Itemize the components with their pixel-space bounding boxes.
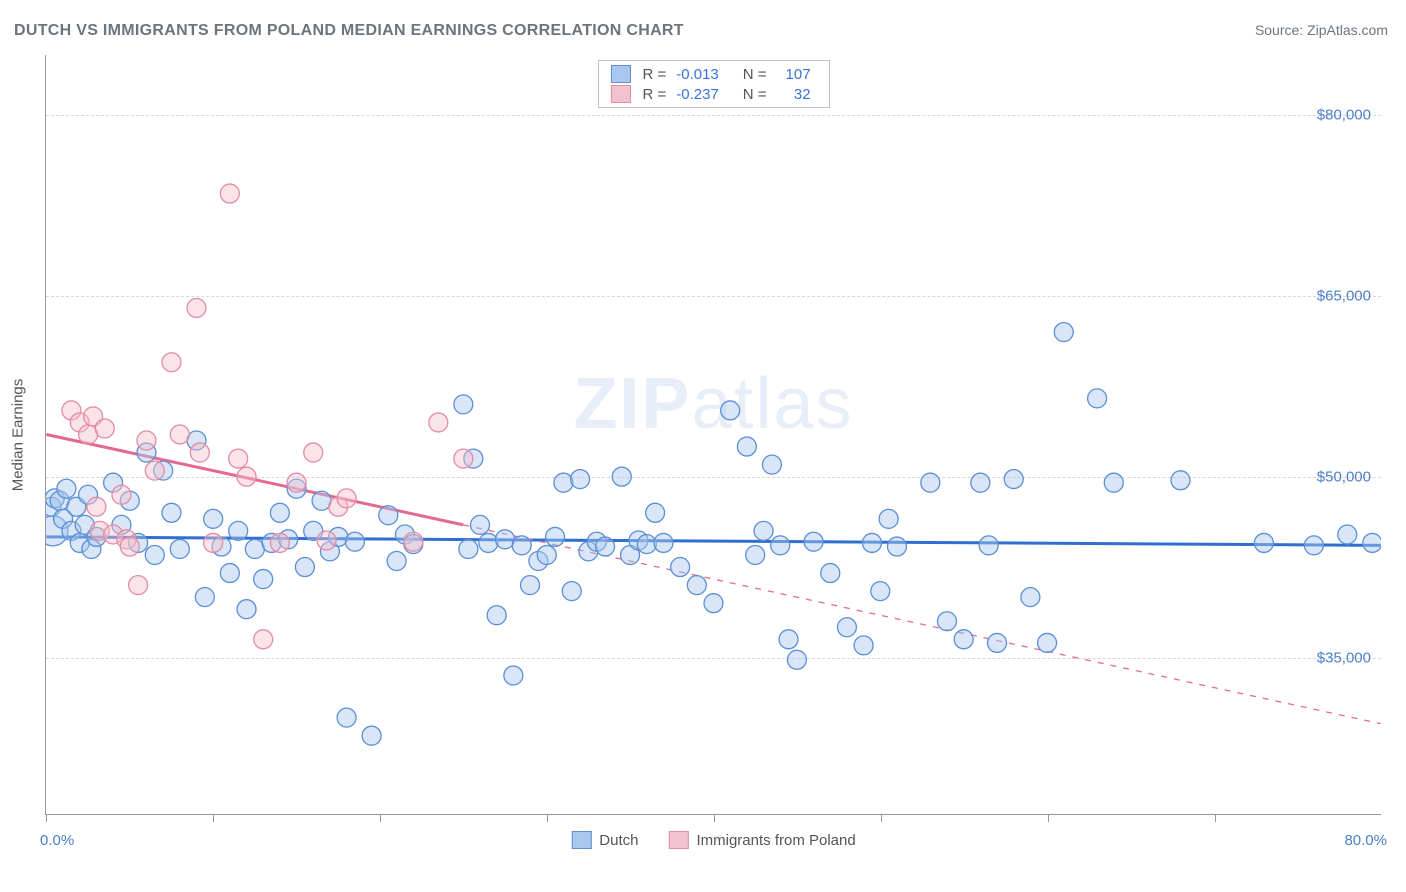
legend-swatch: [571, 831, 591, 849]
gridline: [46, 296, 1381, 297]
watermark: ZIPatlas: [573, 363, 853, 445]
legend-series-item: Dutch: [571, 831, 638, 849]
legend-r-value: -0.237: [676, 86, 719, 103]
legend-n-label: N =: [743, 66, 767, 83]
x-tick: [380, 814, 381, 822]
source-label: Source: ZipAtlas.com: [1255, 22, 1388, 38]
y-tick-label: $80,000: [1317, 107, 1371, 124]
legend-swatch: [610, 85, 630, 103]
legend-r-value: -0.013: [676, 66, 719, 83]
legend-series-label: Dutch: [599, 832, 638, 849]
y-tick-label: $65,000: [1317, 288, 1371, 305]
y-tick-label: $35,000: [1317, 650, 1371, 667]
x-tick: [714, 814, 715, 822]
gridline: [46, 477, 1381, 478]
x-tick: [46, 814, 47, 822]
y-tick-label: $50,000: [1317, 469, 1371, 486]
y-axis-label: Median Earnings: [10, 378, 27, 491]
gridline: [46, 658, 1381, 659]
x-tick: [1048, 814, 1049, 822]
x-label-min: 0.0%: [40, 832, 74, 849]
legend-r-label: R =: [642, 86, 666, 103]
gridline: [46, 115, 1381, 116]
x-tick: [547, 814, 548, 822]
legend-n-value: 32: [777, 86, 811, 103]
x-label-max: 80.0%: [1344, 832, 1387, 849]
legend-swatch: [668, 831, 688, 849]
x-tick: [213, 814, 214, 822]
legend-r-label: R =: [642, 66, 666, 83]
x-tick: [1215, 814, 1216, 822]
legend-n-value: 107: [777, 66, 811, 83]
plot-area: Median Earnings ZIPatlas $35,000$50,000$…: [45, 55, 1381, 815]
scatter-svg: [46, 55, 1381, 814]
legend-correlation: R = -0.013 N = 107 R = -0.237 N = 32: [597, 60, 829, 108]
legend-swatch: [610, 65, 630, 83]
legend-n-label: N =: [743, 86, 767, 103]
legend-series-item: Immigrants from Poland: [668, 831, 855, 849]
chart-container: DUTCH VS IMMIGRANTS FROM POLAND MEDIAN E…: [0, 0, 1406, 892]
legend-series-label: Immigrants from Poland: [696, 832, 855, 849]
x-tick: [881, 814, 882, 822]
chart-title: DUTCH VS IMMIGRANTS FROM POLAND MEDIAN E…: [14, 22, 684, 40]
legend-series: Dutch Immigrants from Poland: [571, 831, 855, 849]
legend-correlation-row: R = -0.013 N = 107: [610, 65, 810, 83]
legend-correlation-row: R = -0.237 N = 32: [610, 85, 810, 103]
